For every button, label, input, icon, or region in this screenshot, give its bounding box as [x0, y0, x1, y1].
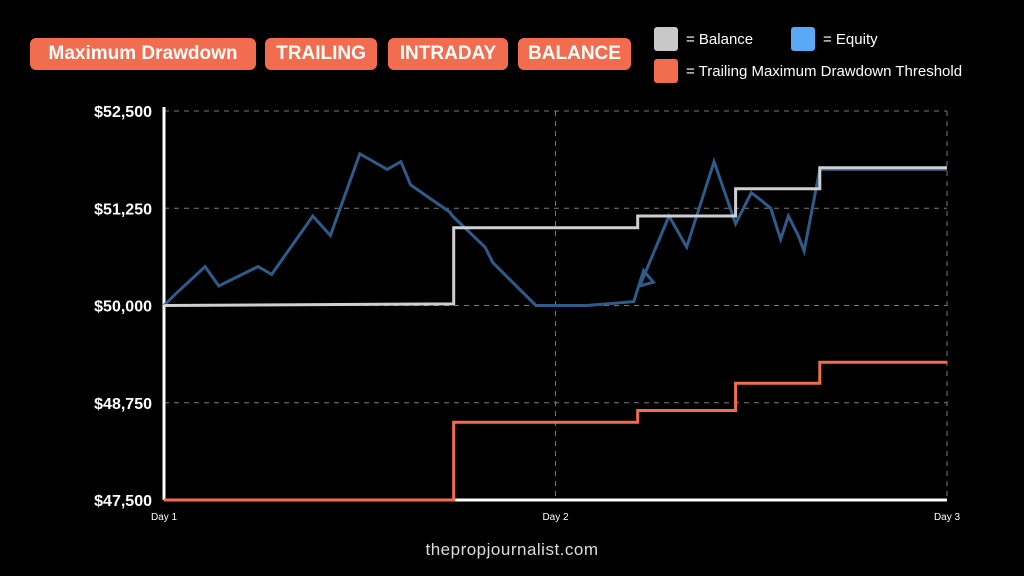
legend-equity-swatch [791, 27, 815, 51]
series-line-equity [162, 151, 947, 307]
x-tick-label-0: Day 1 [151, 512, 178, 523]
legend-balance-label: = Balance [686, 30, 754, 48]
x-tick-label-1: Day 2 [542, 512, 569, 523]
legend-threshold: = Trailing Maximum Drawdown Threshold [654, 59, 962, 83]
footer-url: thepropjournalist.com [425, 540, 599, 559]
tag-trailing: TRAILING [265, 38, 377, 70]
x-tick-label-2: Day 3 [934, 512, 961, 523]
legend-threshold-swatch [654, 59, 678, 83]
y-tick-label-4: $47,500 [94, 493, 152, 510]
legend-balance: = Balance [654, 27, 753, 51]
legend-balance-swatch [654, 27, 678, 51]
y-tick-label-0: $52,500 [94, 104, 152, 121]
y-tick-label-1: $51,250 [94, 201, 152, 218]
y-tick-label-2: $50,000 [94, 299, 152, 316]
series-line-trailing-maximum-drawdown-threshold [164, 360, 947, 502]
tag-intraday: INTRADAY [388, 38, 508, 70]
tag-balance: BALANCE [518, 38, 631, 70]
legend-threshold-label: = Trailing Maximum Drawdown Threshold [686, 62, 963, 80]
tag-maximum-drawdown: Maximum Drawdown [30, 38, 256, 70]
legend-equity: = Equity [791, 27, 878, 51]
series-line-balance [163, 166, 947, 307]
y-tick-label-3: $48,750 [94, 396, 152, 413]
legend-equity-label: = Equity [823, 30, 878, 48]
